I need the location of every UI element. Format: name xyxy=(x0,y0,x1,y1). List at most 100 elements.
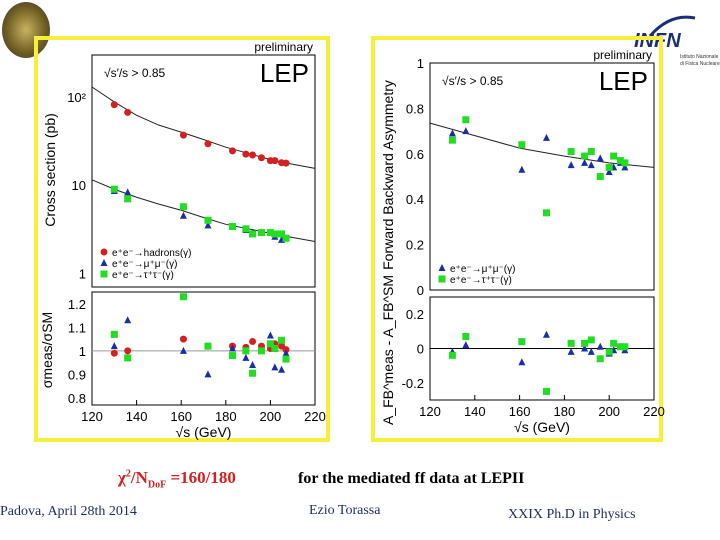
data-point xyxy=(596,154,604,162)
data-point xyxy=(610,152,618,160)
x-tick-label: 200 xyxy=(260,409,282,424)
data-point xyxy=(605,167,613,175)
y-tick-label: 1.2 xyxy=(68,297,86,312)
legend-entry: e⁺e⁻→τ⁺τ⁻(γ) xyxy=(112,270,174,281)
y-tick-label: -0.2 xyxy=(402,376,424,391)
footer-right: XXIX Ph.D in Physics xyxy=(508,507,636,522)
y-tick-label: 0 xyxy=(417,283,424,298)
x-tick-label: 120 xyxy=(81,409,103,424)
data-point xyxy=(242,347,250,355)
data-point xyxy=(587,148,595,156)
data-point xyxy=(567,347,575,355)
data-point xyxy=(266,340,274,348)
x-tick-label: 200 xyxy=(598,404,620,419)
data-point xyxy=(266,229,274,237)
data-point xyxy=(462,332,470,340)
right-chart-frame xyxy=(371,36,663,442)
data-point xyxy=(110,185,118,193)
legend-entry: e⁺e⁻→τ⁺τ⁻(γ) xyxy=(450,275,512,286)
data-point xyxy=(438,264,446,271)
data-point xyxy=(438,275,446,283)
y-tick-label: 0.2 xyxy=(406,238,424,253)
data-point xyxy=(282,159,290,167)
data-point xyxy=(204,216,212,224)
chi2-formula: χ2/NDoF =160/180 xyxy=(118,468,236,491)
footer-left: Padova, April 28th 2014 xyxy=(0,504,137,519)
data-point xyxy=(542,209,550,217)
x-tick-label: 120 xyxy=(419,404,441,419)
logo-university xyxy=(2,2,50,58)
y-tick-label: 10 xyxy=(72,178,86,193)
data-point xyxy=(228,222,236,230)
data-point xyxy=(179,293,187,301)
data-point xyxy=(242,225,250,233)
data-point xyxy=(249,151,257,159)
y-tick-label: 0.8 xyxy=(68,391,86,406)
x-tick-label: 220 xyxy=(304,409,326,424)
data-point xyxy=(179,131,187,139)
plot-frame xyxy=(429,62,655,291)
data-point xyxy=(204,140,212,148)
y-tick-label: 1 xyxy=(79,344,86,359)
data-point xyxy=(110,349,118,357)
data-point xyxy=(124,195,132,203)
data-point xyxy=(257,229,265,237)
data-point xyxy=(282,234,290,242)
data-point xyxy=(124,108,132,116)
data-point xyxy=(621,163,629,171)
data-point xyxy=(124,316,132,324)
y-tick-label: 10² xyxy=(67,90,86,105)
y-tick-label: 0.4 xyxy=(406,192,424,207)
data-point xyxy=(249,337,257,345)
data-point xyxy=(587,347,595,355)
data-point xyxy=(616,157,624,165)
y-axis-label: A_FB^meas - A_FB^SM xyxy=(380,275,396,425)
x-tick-label: 140 xyxy=(464,404,486,419)
data-point xyxy=(616,343,624,351)
data-point xyxy=(242,150,250,158)
data-point xyxy=(596,342,604,350)
data-point xyxy=(124,188,132,196)
data-point xyxy=(110,101,118,109)
sm-curve-hadrons xyxy=(91,86,316,169)
data-point xyxy=(257,154,265,162)
x-tick-label: 180 xyxy=(554,404,576,419)
data-point xyxy=(228,344,236,352)
data-point xyxy=(179,346,187,354)
x-axis-label: √s (GeV) xyxy=(514,419,570,435)
y-tick-label: 0 xyxy=(417,342,424,357)
left-chart-frame xyxy=(34,36,330,442)
legend-entry: e⁺e⁻→μ⁺μ⁻(γ) xyxy=(112,259,177,270)
data-point xyxy=(204,370,212,378)
logo-infn: INFN Istituto Nazionale di Fisica Nuclea… xyxy=(630,8,720,68)
preliminary-label: preliminary xyxy=(593,48,652,62)
y-tick-label: 1 xyxy=(79,266,86,281)
data-point xyxy=(110,342,118,350)
plot-frame xyxy=(91,54,316,288)
x-tick-label: 180 xyxy=(215,409,237,424)
data-point xyxy=(587,336,595,344)
data-point xyxy=(179,211,187,219)
lep-label: LEP xyxy=(599,66,648,96)
data-point xyxy=(124,347,132,355)
y-tick-label: 1.1 xyxy=(68,320,86,335)
cut-label: √s′/s > 0.85 xyxy=(104,66,166,80)
data-point xyxy=(257,347,265,355)
data-point xyxy=(581,339,589,347)
data-point xyxy=(100,270,108,278)
data-point xyxy=(518,141,526,149)
data-point xyxy=(271,345,279,352)
data-point xyxy=(448,129,456,137)
data-point xyxy=(462,127,470,135)
data-point xyxy=(110,330,118,338)
data-point xyxy=(271,230,279,238)
data-point xyxy=(518,358,526,366)
data-point xyxy=(228,147,236,155)
data-point xyxy=(462,341,470,349)
lep-label: LEP xyxy=(260,58,309,88)
preliminary-label: preliminary xyxy=(254,40,313,54)
data-point xyxy=(249,369,257,377)
y-axis-label: σmeas/σSM xyxy=(39,312,55,388)
y-tick-label: 1 xyxy=(417,56,424,71)
